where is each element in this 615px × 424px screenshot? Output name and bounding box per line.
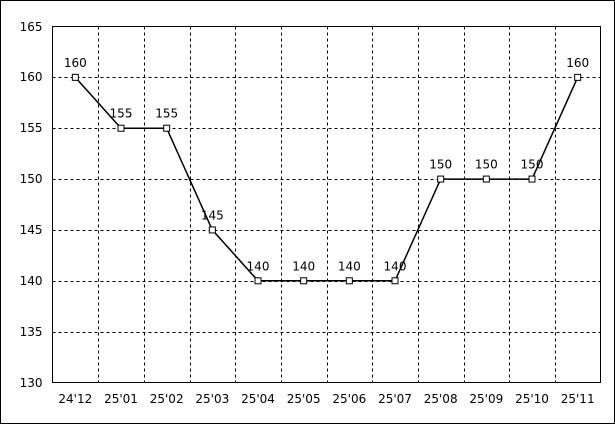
y-tick-label: 145 bbox=[20, 223, 43, 237]
data-label: 140 bbox=[338, 259, 361, 273]
y-tick-label: 135 bbox=[20, 325, 43, 339]
x-tick-label: 25'03 bbox=[195, 392, 229, 406]
data-label: 155 bbox=[155, 107, 178, 121]
y-tick-label: 130 bbox=[20, 376, 43, 390]
y-tick-label: 160 bbox=[20, 70, 43, 84]
x-tick-label: 25'05 bbox=[287, 392, 321, 406]
x-tick-label: 25'10 bbox=[515, 392, 549, 406]
data-label: 160 bbox=[64, 56, 87, 70]
data-label: 150 bbox=[475, 158, 498, 172]
data-point bbox=[482, 175, 490, 183]
x-tick-label: 25'07 bbox=[378, 392, 412, 406]
x-tick-label: 25'09 bbox=[469, 392, 503, 406]
data-point bbox=[574, 73, 582, 81]
data-label: 160 bbox=[566, 56, 589, 70]
data-label: 140 bbox=[384, 259, 407, 273]
data-point bbox=[345, 277, 353, 285]
x-tick-label: 25'08 bbox=[424, 392, 458, 406]
data-label: 145 bbox=[201, 208, 224, 222]
data-label: 140 bbox=[292, 259, 315, 273]
x-tick-label: 24'12 bbox=[58, 392, 92, 406]
data-label: 150 bbox=[429, 158, 452, 172]
x-tick-label: 25'01 bbox=[104, 392, 138, 406]
x-tick-label: 25'11 bbox=[561, 392, 595, 406]
data-point bbox=[254, 277, 262, 285]
x-tick-label: 25'06 bbox=[332, 392, 366, 406]
data-label: 155 bbox=[110, 107, 133, 121]
data-point bbox=[71, 73, 79, 81]
data-line bbox=[74, 76, 579, 282]
data-point bbox=[208, 226, 216, 234]
x-tick-label: 25'04 bbox=[241, 392, 275, 406]
y-tick-label: 150 bbox=[20, 172, 43, 186]
data-label: 140 bbox=[247, 259, 270, 273]
data-point bbox=[117, 124, 125, 132]
data-point bbox=[300, 277, 308, 285]
y-tick-label: 165 bbox=[20, 20, 43, 34]
y-tick-label: 140 bbox=[20, 274, 43, 288]
data-point bbox=[437, 175, 445, 183]
y-tick-label: 155 bbox=[20, 121, 43, 135]
data-point bbox=[163, 124, 171, 132]
plot-area bbox=[52, 26, 601, 383]
data-point bbox=[391, 277, 399, 285]
data-label: 150 bbox=[521, 158, 544, 172]
data-point bbox=[528, 175, 536, 183]
x-tick-label: 25'02 bbox=[150, 392, 184, 406]
